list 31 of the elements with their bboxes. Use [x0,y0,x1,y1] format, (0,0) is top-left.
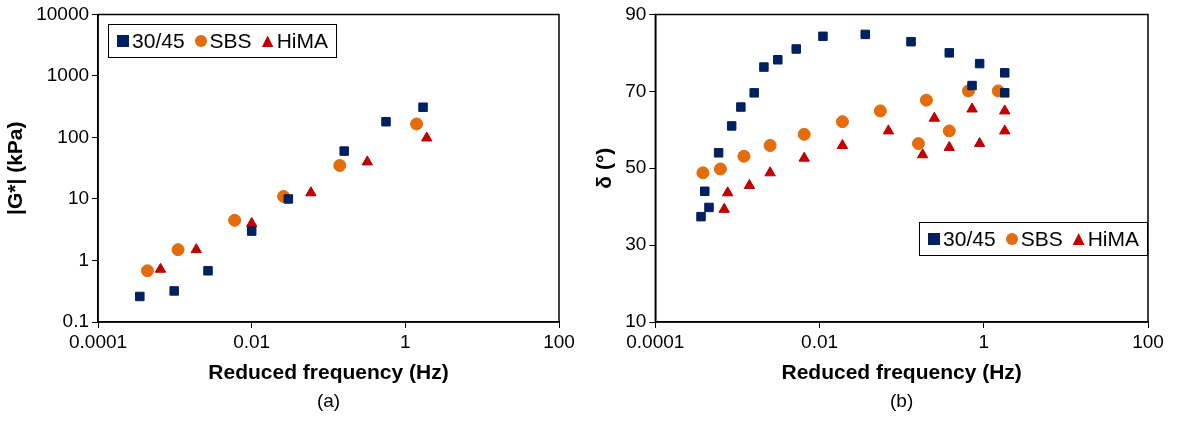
y-tick-label: 90 [625,2,647,24]
x-axis-title: Reduced frequency (Hz) [781,360,1022,384]
legend-label: HiMA [276,29,328,54]
y-axis-title: |G*| (kPa) [3,121,27,215]
y-tick-label: 100 [57,125,90,147]
x-tick-label: 1 [978,330,990,352]
legend-label: SBS [1020,227,1063,251]
x-tick-label: 0.01 [233,330,271,352]
y-tick-label: 10 [67,187,90,209]
y-tick-label: 1 [78,248,90,270]
text: (a) [315,390,342,412]
legend-label: 30/45 [132,29,185,54]
y-tick-label: 70 [625,79,647,101]
text: (b) [889,390,915,412]
x-tick-label: 0.01 [801,330,839,352]
y-tick-label: 1000 [46,64,90,86]
legend-label: HiMA [1087,227,1139,251]
x-tick-label: 0.0001 [68,330,128,352]
y-tick-label: 30 [625,233,647,255]
x-tick-label: 100 [1132,330,1164,352]
y-tick-label: 10 [625,310,647,332]
legend-label: 30/45 [943,227,996,251]
x-axis-title: Reduced frequency (Hz) [208,360,449,384]
x-tick-label: 0.0001 [626,330,685,352]
y-axis-title: δ (°) [592,147,616,189]
y-tick-label: 50 [625,156,647,178]
x-tick-label: 1 [400,330,411,352]
y-tick-label: 10000 [36,2,90,24]
legend-label: SBS [209,29,252,54]
y-tick-label: 0.1 [62,310,90,332]
x-tick-label: 100 [543,330,575,352]
